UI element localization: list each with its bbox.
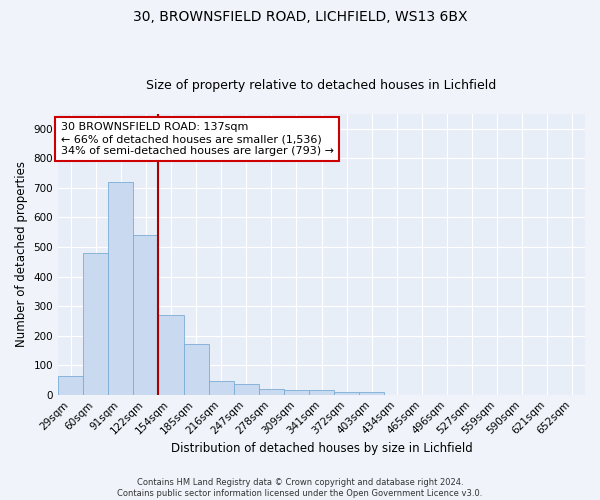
Bar <box>233 384 259 394</box>
Text: 30 BROWNSFIELD ROAD: 137sqm
← 66% of detached houses are smaller (1,536)
34% of : 30 BROWNSFIELD ROAD: 137sqm ← 66% of det… <box>61 122 334 156</box>
Bar <box>184 344 209 395</box>
X-axis label: Distribution of detached houses by size in Lichfield: Distribution of detached houses by size … <box>170 442 472 455</box>
Text: Contains HM Land Registry data © Crown copyright and database right 2024.
Contai: Contains HM Land Registry data © Crown c… <box>118 478 482 498</box>
Bar <box>108 182 133 394</box>
Bar <box>83 253 108 394</box>
Bar <box>58 376 83 394</box>
Bar <box>334 392 359 394</box>
Bar <box>133 235 158 394</box>
Bar <box>158 315 184 394</box>
Text: 30, BROWNSFIELD ROAD, LICHFIELD, WS13 6BX: 30, BROWNSFIELD ROAD, LICHFIELD, WS13 6B… <box>133 10 467 24</box>
Bar <box>359 392 384 394</box>
Title: Size of property relative to detached houses in Lichfield: Size of property relative to detached ho… <box>146 79 497 92</box>
Bar <box>284 390 309 394</box>
Bar <box>259 390 284 394</box>
Bar <box>209 380 233 394</box>
Y-axis label: Number of detached properties: Number of detached properties <box>15 162 28 348</box>
Bar <box>309 390 334 394</box>
